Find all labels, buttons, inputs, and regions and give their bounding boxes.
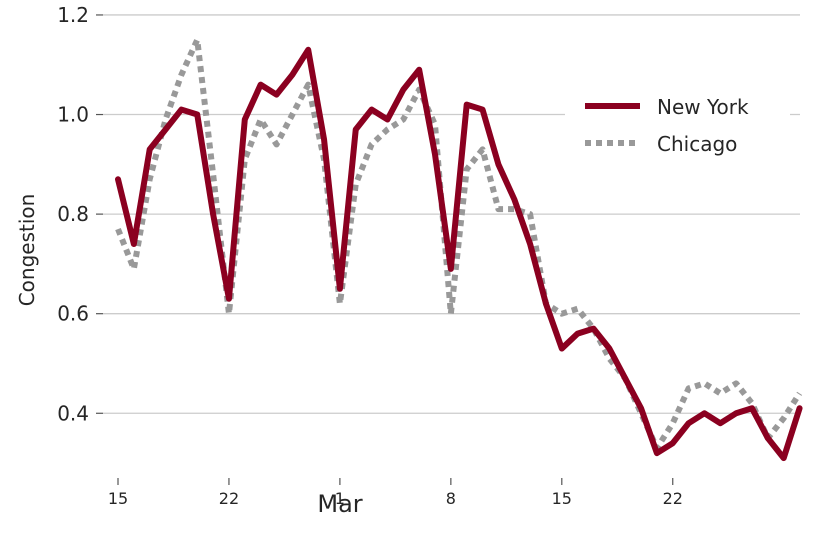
y-axis-ticks: 0.4 0.6 0.8 1.0 1.2 xyxy=(57,3,103,425)
x-axis-label: Mar xyxy=(317,490,362,518)
y-axis-label: Congestion xyxy=(15,194,39,307)
x-axis-ticks: 15 22 1 8 15 22 xyxy=(108,478,683,508)
x-tick-label: 8 xyxy=(446,489,456,508)
series-lines xyxy=(115,36,803,462)
y-tick-label: 1.0 xyxy=(57,103,89,127)
y-tick-label: 0.8 xyxy=(57,202,89,226)
legend: New York Chicago xyxy=(565,82,790,164)
legend-background xyxy=(565,82,790,164)
y-tick-label: 0.4 xyxy=(57,401,89,425)
legend-label-new-york: New York xyxy=(657,95,749,119)
x-tick-label: 22 xyxy=(663,489,683,508)
x-tick-label: 1 xyxy=(335,489,345,508)
series-line-new-york xyxy=(115,46,803,462)
y-tick-label: 0.6 xyxy=(57,302,89,326)
x-tick-label: 22 xyxy=(219,489,239,508)
legend-label-chicago: Chicago xyxy=(657,132,737,156)
gridlines xyxy=(103,14,800,414)
x-tick-label: 15 xyxy=(552,489,572,508)
x-tick-label: 15 xyxy=(108,489,128,508)
y-tick-label: 1.2 xyxy=(57,3,89,27)
